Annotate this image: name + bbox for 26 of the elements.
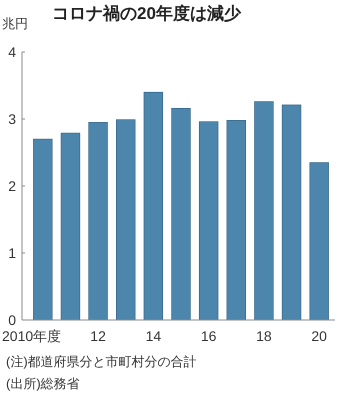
bar (60, 132, 80, 320)
x-tick-label: 14 (146, 328, 162, 344)
y-tick-label: 3 (8, 111, 16, 127)
y-tick-label: 1 (8, 245, 16, 261)
x-tick-label: 16 (200, 328, 217, 344)
y-axis-title: 兆円 (2, 16, 28, 31)
chart-title: コロナ禍の20年度は減少 (52, 4, 242, 23)
bar (309, 162, 329, 320)
bar (198, 121, 218, 320)
text: (出所)総務省 (6, 376, 80, 391)
y-tick-label: 2 (8, 178, 16, 194)
x-tick-label: 20 (311, 328, 328, 344)
bar (88, 122, 108, 320)
bar (33, 138, 53, 320)
bar (282, 104, 302, 320)
y-tick-label: 4 (8, 44, 16, 60)
y-tick-label: 0 (8, 312, 16, 328)
bar (144, 92, 164, 320)
bar (171, 108, 191, 320)
bar (116, 119, 136, 320)
bar (254, 101, 274, 320)
bar (226, 120, 246, 320)
text: (注)都道府県分と市町村分の合計 (6, 354, 197, 369)
x-tick-label: 2010年度 (2, 328, 62, 344)
x-tick-label: 12 (90, 328, 106, 344)
x-tick-label: 18 (256, 328, 272, 344)
